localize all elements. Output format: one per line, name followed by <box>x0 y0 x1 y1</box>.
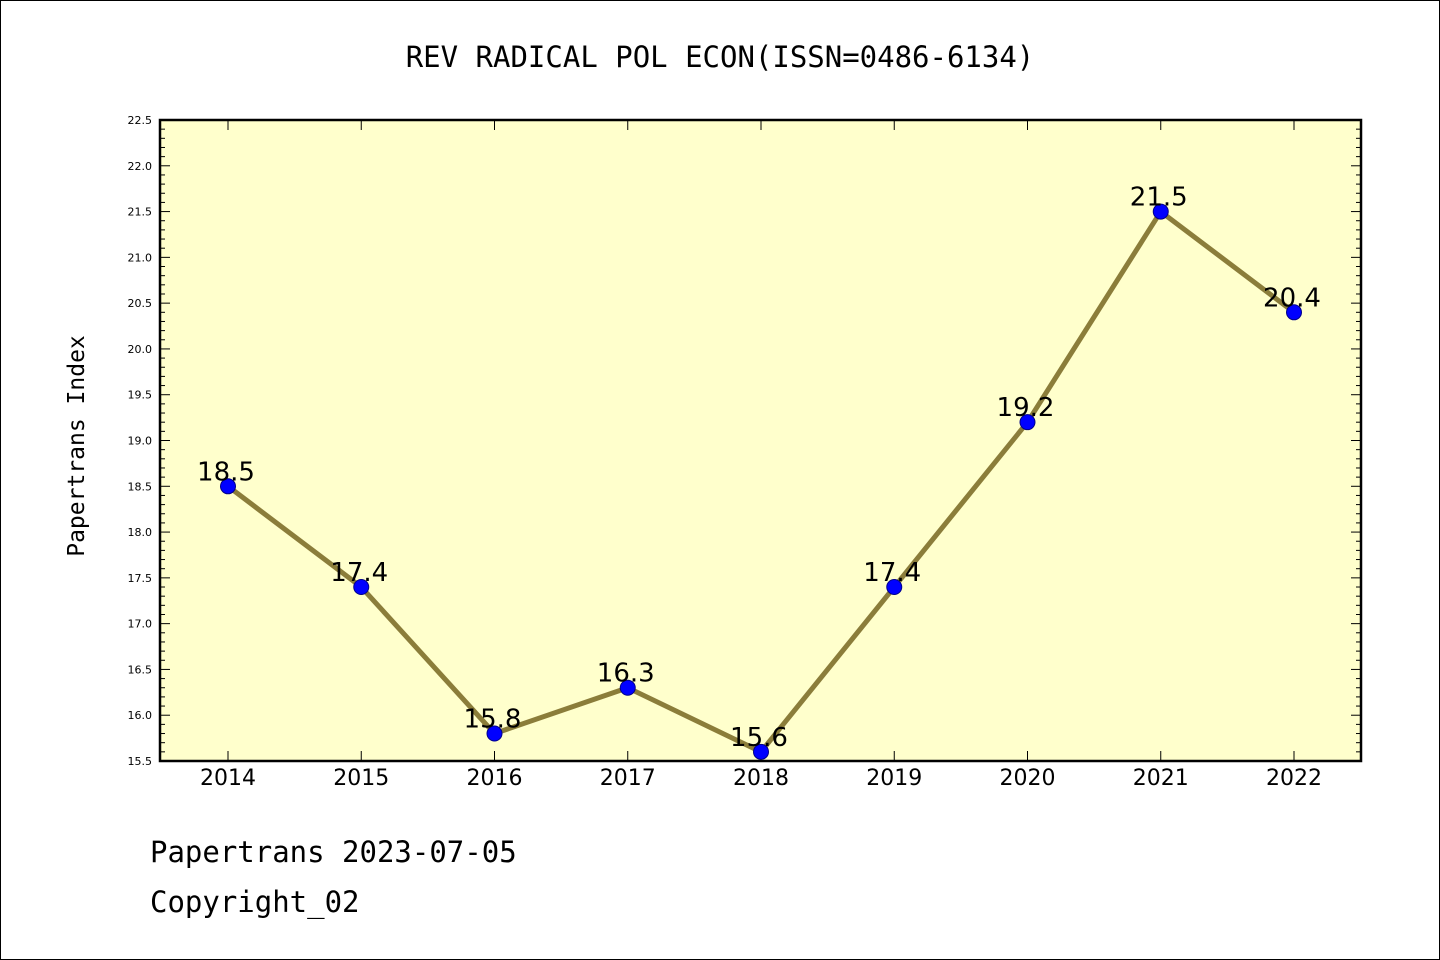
y-tick-label: 16.5 <box>128 663 153 676</box>
y-tick-label: 18.5 <box>128 480 153 493</box>
x-tick-label: 2016 <box>467 766 523 791</box>
data-label: 18.5 <box>197 457 255 487</box>
footer-copyright: Copyright_02 <box>150 885 360 919</box>
y-tick-label: 17.5 <box>128 572 153 585</box>
data-label: 20.4 <box>1263 283 1321 313</box>
y-axis-label: Papertrans Index <box>64 335 90 557</box>
x-tick-label: 2019 <box>866 766 922 791</box>
y-tick-label: 18.0 <box>128 526 153 539</box>
data-label: 17.4 <box>330 558 388 588</box>
y-axis: 15.5 16.0 16.5 17.0 17.5 18.0 18.5 19.0 19.5 20.0… <box>128 114 1361 768</box>
x-tick-label: 2022 <box>1266 766 1322 791</box>
series-line <box>220 203 1302 760</box>
y-tick-label: 21.0 <box>128 251 153 264</box>
data-point <box>353 579 370 596</box>
plot-border <box>158 118 1363 763</box>
data-point <box>753 743 769 760</box>
chart-title: REV RADICAL POL ECON(ISSN=0486-6134) <box>406 40 1035 74</box>
data-point <box>220 478 236 495</box>
y-tick-label: 21.5 <box>128 206 153 219</box>
y-tick-label: 20.5 <box>128 297 153 310</box>
data-point <box>486 725 503 742</box>
x-tick-label: 2014 <box>200 766 256 791</box>
x-tick-label: 2018 <box>733 766 789 791</box>
data-point <box>1286 304 1302 321</box>
data-point <box>1019 414 1036 431</box>
y-tick-label: 22.5 <box>128 114 153 127</box>
plot-area <box>160 120 1361 761</box>
data-label: 16.3 <box>597 659 655 689</box>
y-tick-label: 15.5 <box>128 755 153 768</box>
data-labels: 18.5 17.4 15.8 16.3 15.6 17.4 19.2 21.5 20.4 <box>197 183 1321 753</box>
x-tick-label: 2020 <box>1000 766 1056 791</box>
y-tick-label: 19.0 <box>128 435 153 448</box>
data-point <box>886 579 903 596</box>
y-tick-label: 16.0 <box>128 709 153 722</box>
data-label: 21.5 <box>1130 183 1188 213</box>
y-tick-label: 19.5 <box>128 389 153 402</box>
x-tick-label: 2017 <box>600 766 656 791</box>
data-point <box>619 679 636 696</box>
x-tick-label: 2015 <box>333 766 389 791</box>
footer-date: Papertrans 2023-07-05 <box>150 835 517 869</box>
y-tick-label: 17.0 <box>128 618 153 631</box>
y-tick-label: 22.0 <box>128 160 153 173</box>
data-label: 15.6 <box>730 723 788 753</box>
data-label: 19.2 <box>997 393 1055 423</box>
data-label: 17.4 <box>863 558 921 588</box>
x-tick-label: 2021 <box>1133 766 1189 791</box>
x-axis: 2014 2015 2016 2017 2018 2019 2020 2021 2022 <box>200 120 1322 791</box>
data-label: 15.8 <box>464 705 522 735</box>
data-point <box>1152 203 1169 220</box>
y-tick-label: 20.0 <box>128 343 153 356</box>
